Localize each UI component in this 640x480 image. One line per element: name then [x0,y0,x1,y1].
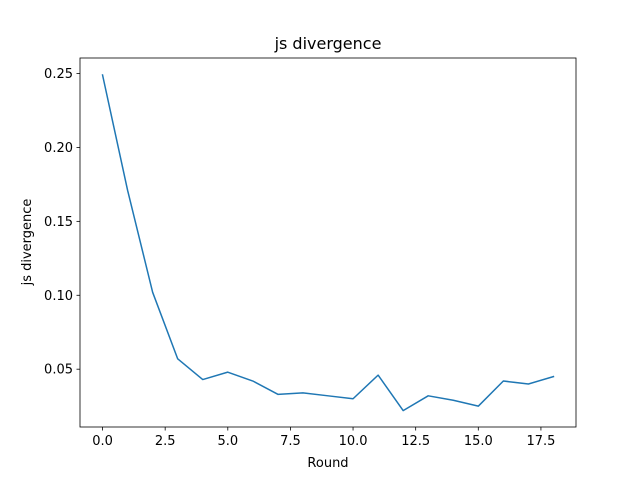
y-tick-label: 0.25 [44,67,73,82]
axes-frame [79,57,577,428]
y-tick-label: 0.05 [44,363,73,378]
x-tick-label: 17.5 [526,434,555,449]
y-tick-label: 0.10 [44,289,73,304]
chart-title: js divergence [274,34,382,53]
x-tick-label: 2.5 [155,434,176,449]
x-tick-label: 15.0 [464,434,493,449]
x-axis-label: Round [307,456,348,471]
y-tick-label: 0.15 [44,215,73,230]
x-tick-label: 10.0 [339,434,368,449]
x-tick-label: 5.0 [217,434,238,449]
plot-area: 0.0 2.5 5.0 7.5 10.0 12.5 15.0 17.5 0.05 0.10 0.15… [44,57,577,449]
series-line-0 [101,74,555,412]
x-tick-label: 7.5 [280,434,301,449]
y-tick-label: 0.20 [44,141,73,156]
x-tick-label: 0.0 [92,434,113,449]
y-axis-label: js divergence [20,199,35,287]
x-tick-label: 12.5 [401,434,430,449]
